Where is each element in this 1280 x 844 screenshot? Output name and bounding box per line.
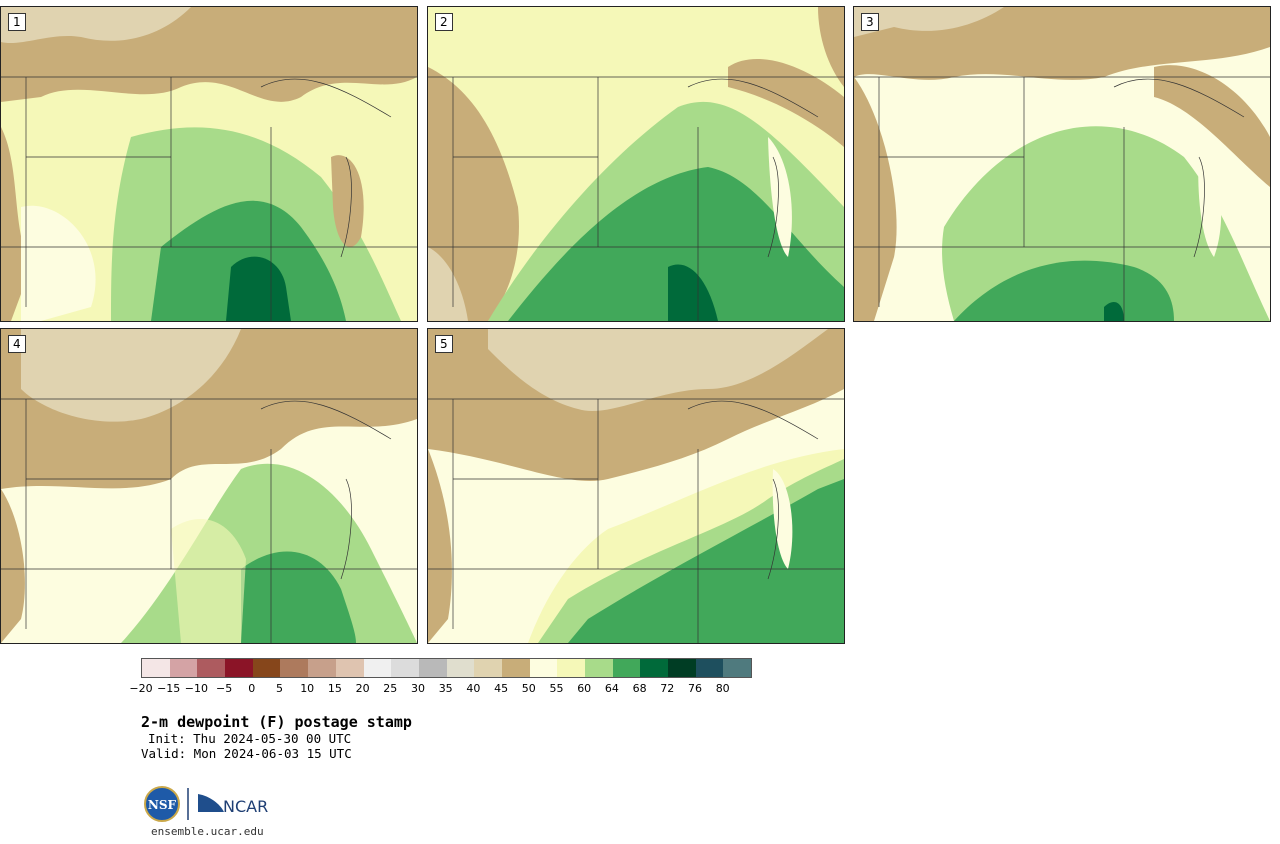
member-panel-2: 2	[427, 6, 845, 322]
dewpoint-map-5	[428, 329, 844, 643]
dewpoint-map-3	[854, 7, 1270, 321]
colorbar-tick-label: 5	[276, 682, 283, 695]
colorbar-swatch-9	[391, 659, 419, 677]
colorbar-swatch-16	[585, 659, 613, 677]
dewpoint-map-2	[428, 7, 844, 321]
colorbar-tick-label: −15	[157, 682, 181, 695]
colorbar-tick-label: 15	[327, 682, 342, 695]
colorbar	[141, 658, 753, 678]
member-panel-1: 1	[0, 6, 418, 322]
colorbar-tick-label: 20	[355, 682, 370, 695]
site-url[interactable]: ensemble.ucar.edu	[151, 825, 264, 838]
colorbar-tick-label: 35	[438, 682, 453, 695]
colorbar-tick-label: 55	[549, 682, 564, 695]
colorbar-tick-label: −5	[215, 682, 233, 695]
member-panel-3: 3	[853, 6, 1271, 322]
colorbar-tick-label: 76	[688, 682, 702, 695]
colorbar-swatch-12	[474, 659, 502, 677]
colorbar-tick-label: 60	[577, 682, 592, 695]
member-label: 2	[435, 13, 453, 31]
colorbar-tick-label: 25	[383, 682, 398, 695]
member-label: 3	[861, 13, 879, 31]
colorbar-swatch-20	[695, 659, 724, 677]
dewpoint-map-1	[1, 7, 417, 321]
dewpoint-map-4	[1, 329, 417, 643]
ncar-logo-text: NCAR	[223, 797, 268, 816]
colorbar-tick-label: 68	[632, 682, 647, 695]
member-panel-4: 4	[0, 328, 418, 644]
colorbar-tick-label: 10	[300, 682, 315, 695]
colorbar-swatch-14	[529, 659, 558, 677]
member-panel-5: 5	[427, 328, 845, 644]
valid-time: Valid: Mon 2024-06-03 15 UTC	[141, 746, 352, 761]
colorbar-swatch-21	[723, 659, 752, 677]
colorbar-swatch-18	[640, 659, 669, 677]
colorbar-swatch-17	[612, 659, 641, 677]
colorbar-tick-label: 30	[411, 682, 425, 695]
member-label: 4	[8, 335, 26, 353]
colorbar-swatch-19	[668, 659, 696, 677]
colorbar-swatch-15	[557, 659, 585, 677]
colorbar-swatch-10	[418, 659, 447, 677]
colorbar-ticks: −20 −15 −10 −5 0 5 10 15 20 25 30 35 40 45 50 55 60 64 68 7…	[129, 682, 761, 696]
colorbar-tick-label: 72	[660, 682, 675, 695]
member-label: 5	[435, 335, 453, 353]
colorbar-swatch-4	[252, 659, 281, 677]
colorbar-swatch-11	[446, 659, 475, 677]
colorbar-swatch-0	[142, 659, 170, 677]
colorbar-swatch-7	[335, 659, 364, 677]
colorbar-tick-label: 45	[494, 682, 509, 695]
colorbar-tick-label: 40	[466, 682, 481, 695]
nsf-logo-text: NSF	[148, 798, 177, 812]
colorbar-tick-label: 50	[521, 682, 536, 695]
colorbar-swatch-3	[225, 659, 253, 677]
page-title: 2-m dewpoint (F) postage stamp	[141, 713, 412, 731]
colorbar-swatch-13	[501, 659, 530, 677]
colorbar-swatch-5	[280, 659, 309, 677]
colorbar-tick-label: −20	[129, 682, 153, 695]
colorbar-swatch-6	[308, 659, 336, 677]
colorbar-swatch-1	[169, 659, 198, 677]
colorbar-tick-label: −10	[184, 682, 208, 695]
member-label: 1	[8, 13, 26, 31]
colorbar-swatch-8	[363, 659, 392, 677]
init-time: Init: Thu 2024-05-30 00 UTC	[148, 731, 352, 746]
colorbar-swatch-2	[197, 659, 226, 677]
colorbar-tick-label: 0	[248, 682, 256, 695]
nsf-ncar-logo: NSF NCAR	[144, 786, 268, 822]
colorbar-tick-label: 64	[604, 682, 619, 695]
colorbar-tick-label: 80	[715, 682, 730, 695]
